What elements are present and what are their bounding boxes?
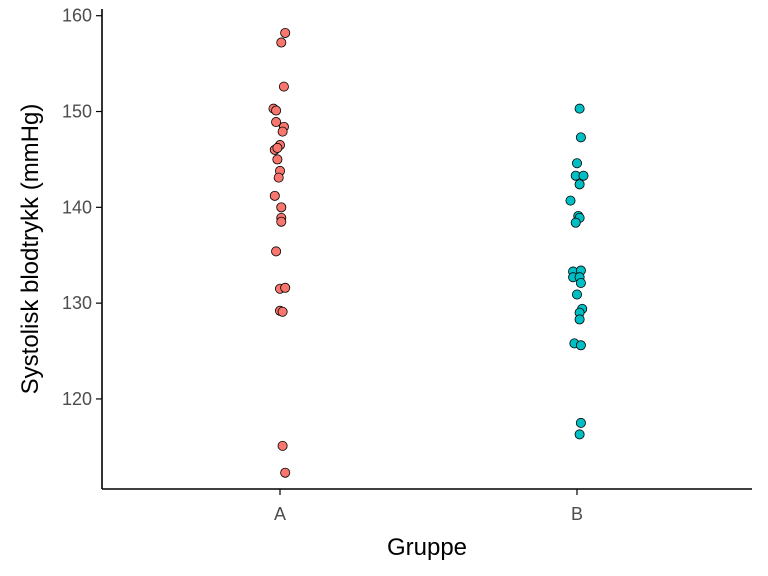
data-point-b	[572, 289, 583, 300]
data-point-a	[273, 172, 284, 183]
y-tick-label: 140	[62, 197, 92, 217]
data-point-b	[574, 103, 585, 114]
y-tick-label: 150	[62, 102, 92, 122]
data-point-a	[271, 246, 282, 257]
data-point-a	[280, 282, 291, 293]
data-point-b	[572, 158, 583, 169]
x-tick-label: B	[571, 504, 583, 524]
data-point-b	[575, 340, 586, 351]
y-tick-label: 130	[62, 293, 92, 313]
x-tick-label: A	[274, 504, 286, 524]
data-point-a	[272, 142, 283, 153]
y-tick-label: 120	[62, 389, 92, 409]
data-point-a	[280, 27, 291, 38]
x-axis-title: Gruppe	[387, 534, 467, 561]
data-point-a	[276, 216, 287, 227]
data-point-b	[574, 429, 585, 440]
y-axis-title: Systolisk blodtrykk (mmHg)	[17, 104, 44, 395]
data-point-a	[278, 81, 289, 92]
y-axis-ticks: 120 130 140 150 160	[62, 6, 102, 409]
data-point-a	[269, 190, 280, 201]
data-point-b	[575, 278, 586, 289]
data-point-a	[276, 37, 287, 48]
data-point-b	[565, 195, 576, 206]
data-point-b	[574, 179, 585, 190]
data-point-b	[575, 417, 586, 428]
y-tick-label: 160	[62, 6, 92, 26]
data-point-a	[277, 126, 288, 137]
data-point-b	[574, 314, 585, 325]
data-point-a	[272, 154, 283, 165]
data-points	[268, 27, 589, 478]
data-point-a	[277, 440, 288, 451]
data-point-a	[277, 306, 288, 317]
data-point-a	[271, 117, 282, 128]
data-point-b	[570, 217, 581, 228]
data-point-b	[578, 170, 589, 181]
data-point-a	[276, 202, 287, 213]
data-point-a	[280, 467, 291, 478]
data-point-b	[575, 132, 586, 143]
data-point-a	[271, 105, 282, 116]
